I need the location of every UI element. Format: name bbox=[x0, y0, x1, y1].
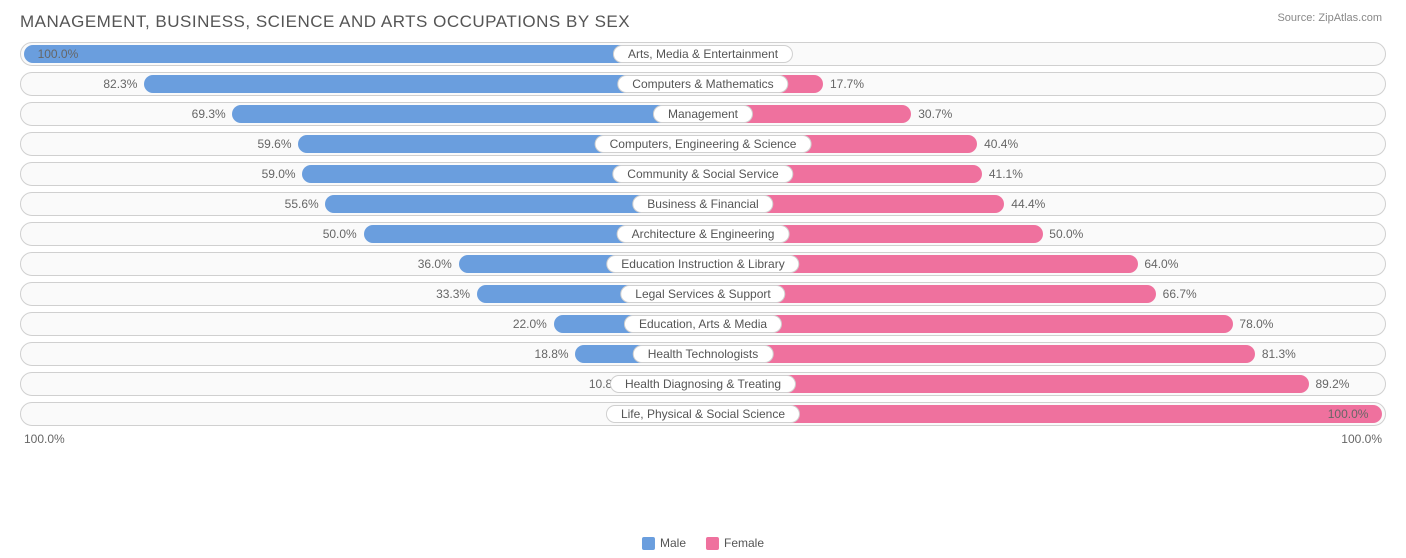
female-swatch bbox=[706, 537, 719, 550]
bar-row: 18.8% 81.3% Health Technologists bbox=[20, 342, 1386, 366]
category-label: Community & Social Service bbox=[612, 165, 793, 183]
female-value: 64.0% bbox=[1144, 257, 1178, 271]
bar-row: 0.0%100.0%Life, Physical & Social Scienc… bbox=[20, 402, 1386, 426]
bar-row: 33.3% 66.7% Legal Services & Support bbox=[20, 282, 1386, 306]
female-value: 50.0% bbox=[1049, 227, 1083, 241]
legend-female: Female bbox=[706, 536, 764, 550]
bar-row: 82.3% 17.7% Computers & Mathematics bbox=[20, 72, 1386, 96]
male-bar bbox=[232, 105, 703, 123]
female-value: 89.2% bbox=[1315, 377, 1349, 391]
bar-row: 55.6% 44.4% Business & Financial bbox=[20, 192, 1386, 216]
x-axis: 100.0% 100.0% bbox=[20, 432, 1386, 446]
category-label: Management bbox=[653, 105, 753, 123]
female-value: 44.4% bbox=[1011, 197, 1045, 211]
female-value: 40.4% bbox=[984, 137, 1018, 151]
female-value: 100.0% bbox=[1328, 407, 1369, 421]
female-value: 81.3% bbox=[1262, 347, 1296, 361]
female-value: 30.7% bbox=[918, 107, 952, 121]
legend-male-label: Male bbox=[660, 536, 686, 550]
category-label: Arts, Media & Entertainment bbox=[613, 45, 793, 63]
legend-male: Male bbox=[642, 536, 686, 550]
bar-row: 50.0% 50.0% Architecture & Engineering bbox=[20, 222, 1386, 246]
source-attribution: Source: ZipAtlas.com bbox=[1277, 12, 1382, 24]
bar-row: 22.0% 78.0% Education, Arts & Media bbox=[20, 312, 1386, 336]
diverging-bar-chart: 100.0%0.0%Arts, Media & Entertainment 82.… bbox=[20, 42, 1386, 426]
female-value: 17.7% bbox=[830, 77, 864, 91]
bar-row: 59.6% 40.4% Computers, Engineering & Scien… bbox=[20, 132, 1386, 156]
male-value: 22.0% bbox=[513, 317, 547, 331]
female-bar bbox=[703, 315, 1233, 333]
male-swatch bbox=[642, 537, 655, 550]
male-value: 55.6% bbox=[285, 197, 319, 211]
axis-left-label: 100.0% bbox=[24, 432, 65, 446]
legend: Male Female bbox=[642, 536, 764, 550]
male-value: 59.0% bbox=[262, 167, 296, 181]
male-value: 36.0% bbox=[418, 257, 452, 271]
male-value: 59.6% bbox=[258, 137, 292, 151]
category-label: Computers, Engineering & Science bbox=[595, 135, 812, 153]
legend-female-label: Female bbox=[724, 536, 764, 550]
category-label: Health Diagnosing & Treating bbox=[610, 375, 796, 393]
bar-row: 36.0% 64.0% Education Instruction & Librar… bbox=[20, 252, 1386, 276]
category-label: Business & Financial bbox=[632, 195, 773, 213]
female-bar bbox=[703, 345, 1255, 363]
bar-row: 69.3% 30.7% Management bbox=[20, 102, 1386, 126]
female-value: 78.0% bbox=[1239, 317, 1273, 331]
male-value: 50.0% bbox=[323, 227, 357, 241]
bar-row: 100.0%0.0%Arts, Media & Entertainment bbox=[20, 42, 1386, 66]
male-value: 33.3% bbox=[436, 287, 470, 301]
female-value: 41.1% bbox=[989, 167, 1023, 181]
category-label: Health Technologists bbox=[633, 345, 774, 363]
category-label: Architecture & Engineering bbox=[617, 225, 790, 243]
category-label: Legal Services & Support bbox=[620, 285, 785, 303]
bar-row: 59.0% 41.1% Community & Social Service bbox=[20, 162, 1386, 186]
category-label: Life, Physical & Social Science bbox=[606, 405, 800, 423]
chart-title: MANAGEMENT, BUSINESS, SCIENCE AND ARTS O… bbox=[20, 12, 1386, 32]
bar-row: 10.8%89.2%Health Diagnosing & Treating bbox=[20, 372, 1386, 396]
category-label: Computers & Mathematics bbox=[617, 75, 788, 93]
female-value: 66.7% bbox=[1163, 287, 1197, 301]
female-bar bbox=[703, 405, 1382, 423]
category-label: Education Instruction & Library bbox=[606, 255, 799, 273]
male-value: 100.0% bbox=[38, 47, 79, 61]
male-value: 69.3% bbox=[192, 107, 226, 121]
axis-right-label: 100.0% bbox=[1341, 432, 1382, 446]
male-value: 18.8% bbox=[535, 347, 569, 361]
male-value: 82.3% bbox=[103, 77, 137, 91]
category-label: Education, Arts & Media bbox=[624, 315, 782, 333]
male-bar bbox=[24, 45, 703, 63]
